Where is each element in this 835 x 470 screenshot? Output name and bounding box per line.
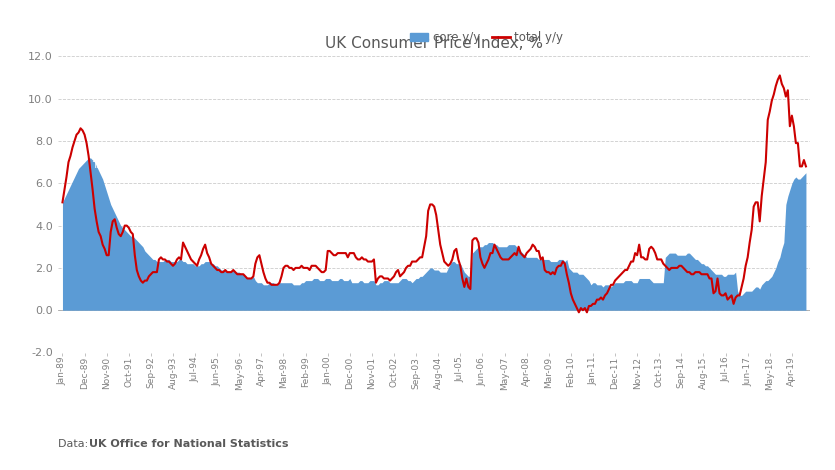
Text: Data:: Data: [58,439,92,449]
Legend: core y/y, total y/y: core y/y, total y/y [406,27,568,49]
Title: UK Consumer Price Index, %: UK Consumer Price Index, % [325,36,544,51]
Text: UK Office for National Statistics: UK Office for National Statistics [89,439,289,449]
Text: Trade Like a Pro: Trade Like a Pro [92,161,163,170]
Text: FxPro: FxPro [91,114,164,134]
